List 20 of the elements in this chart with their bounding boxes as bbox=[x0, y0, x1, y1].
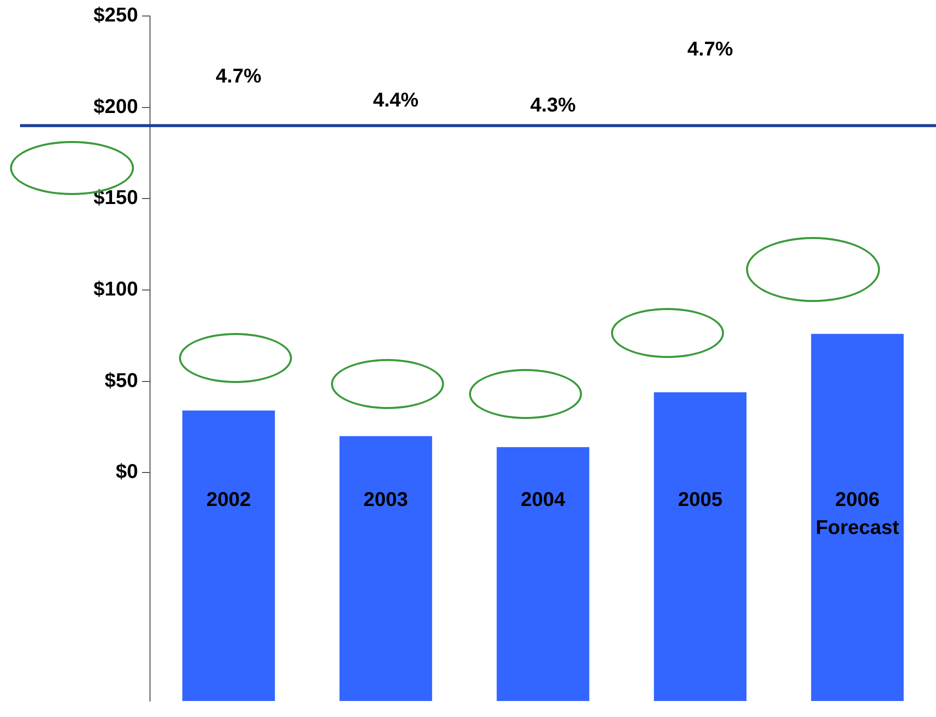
x-tick-label: 2002 bbox=[206, 489, 251, 512]
bar bbox=[340, 436, 432, 701]
y-tick-label: $50 bbox=[104, 370, 138, 392]
y-tick-label: $200 bbox=[94, 96, 138, 118]
annotation: 4.7% bbox=[216, 66, 262, 88]
x-tick-label: 2003 bbox=[364, 489, 408, 512]
bar bbox=[811, 334, 904, 701]
x-tick-label: 2005 bbox=[678, 489, 722, 512]
annotation: 4.7% bbox=[687, 38, 734, 61]
annotation: 4.4% bbox=[373, 90, 419, 112]
bar bbox=[654, 392, 746, 701]
x-tick-label: 2006 Forecast bbox=[816, 489, 900, 540]
y-tick-label: $0 bbox=[116, 461, 138, 484]
bar bbox=[496, 447, 590, 701]
y-tick-label: $250 bbox=[94, 4, 138, 27]
y-tick-label: $100 bbox=[94, 278, 138, 301]
y-tick-label: $150 bbox=[94, 187, 138, 210]
annotation: 4.3% bbox=[530, 94, 576, 117]
x-tick-label: 2004 bbox=[520, 489, 566, 512]
bar bbox=[182, 410, 275, 701]
